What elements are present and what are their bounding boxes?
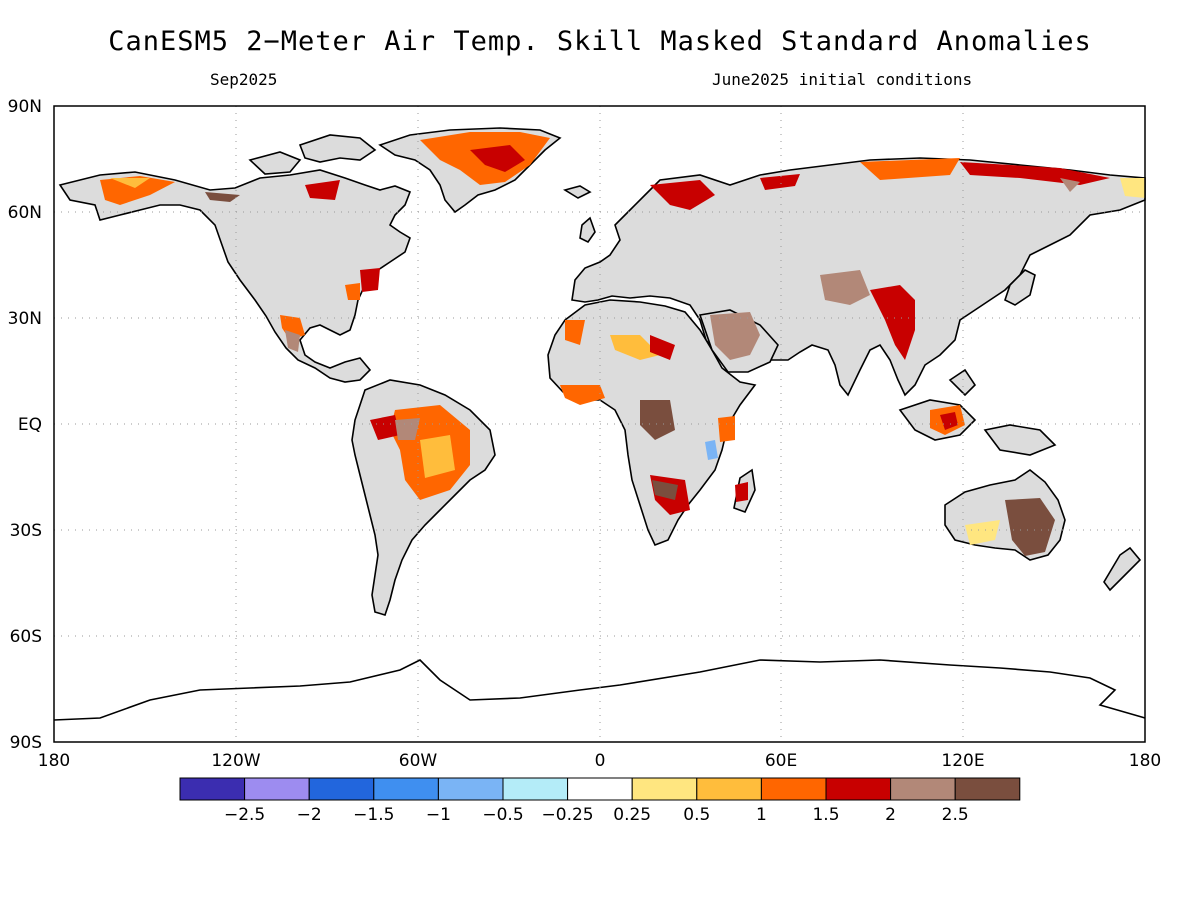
- land-british-isles: [579, 216, 596, 244]
- colorbar-swatch: [696, 777, 762, 801]
- colorbar-swatch: [437, 777, 504, 801]
- lat-label: 60S: [10, 627, 42, 647]
- land-north-america: [58, 169, 412, 383]
- lat-label: 30N: [8, 309, 42, 329]
- land-iceland: [562, 185, 592, 199]
- colorbar-swatch: [825, 777, 892, 801]
- colorbar-swatch: [890, 777, 956, 801]
- lon-label: 180: [1129, 751, 1161, 771]
- colorbar-swatch: [244, 777, 310, 801]
- initial-conditions-label: June2025 initial conditions: [712, 70, 973, 89]
- colorbar: −2.5 −2 −1.5 −1 −0.5 −0.25 0.25 0.5 1 1.5 2 2.5: [179, 777, 1021, 825]
- land-antarctica: [53, 659, 1146, 721]
- colorbar-swatch: [179, 777, 246, 801]
- lon-label: 0: [595, 751, 606, 771]
- colorbar-label: −2: [297, 805, 322, 825]
- colorbar-label: −2.5: [224, 805, 265, 825]
- lon-label: 120W: [211, 751, 260, 771]
- lon-label: 120E: [941, 751, 984, 771]
- land-new-zealand: [1103, 546, 1142, 592]
- colorbar-label: 1: [756, 805, 767, 825]
- colorbar-swatch: [631, 777, 698, 801]
- land-maritime-se-asia: [898, 368, 1057, 456]
- colorbar-label: −0.5: [482, 805, 523, 825]
- lat-label: EQ: [18, 415, 42, 435]
- colorbar-swatch: [373, 777, 439, 801]
- map-frame: [53, 105, 1146, 743]
- map-title: CanESM5 2−Meter Air Temp. Skill Masked S…: [108, 26, 1092, 57]
- colorbar-label: 1.5: [812, 805, 839, 825]
- colorbar-swatch: [308, 777, 375, 801]
- colorbar-label: −1: [426, 805, 451, 825]
- lat-label: 90N: [8, 97, 42, 117]
- colorbar-swatch: [954, 777, 1021, 801]
- lat-label: 90S: [10, 733, 42, 753]
- colorbar-swatch: [567, 777, 633, 801]
- colorbar-label: 0.25: [613, 805, 651, 825]
- lat-label: 60N: [8, 203, 42, 223]
- land-arctic-islands: [248, 134, 377, 175]
- colorbar-label: 2.5: [942, 805, 969, 825]
- colorbar-swatch: [760, 777, 827, 801]
- colorbar-label: 2: [885, 805, 896, 825]
- colorbar-label: −1.5: [353, 805, 394, 825]
- graticule: [54, 106, 1145, 742]
- land-japan: [1004, 269, 1036, 306]
- colorbar-label: −0.25: [542, 805, 594, 825]
- valid-month-label: Sep2025: [210, 70, 278, 89]
- colorbar-label: 0.5: [683, 805, 710, 825]
- anomaly-patches: [100, 132, 1145, 556]
- lon-label: 60E: [765, 751, 797, 771]
- colorbar-swatch: [502, 777, 569, 801]
- lon-label: 180: [38, 751, 70, 771]
- lon-label: 60W: [399, 751, 438, 771]
- axis-labels: 90N 60N 30N EQ 30S 60S 90S 180 120W 60W …: [8, 97, 1162, 771]
- lat-label: 30S: [10, 521, 42, 541]
